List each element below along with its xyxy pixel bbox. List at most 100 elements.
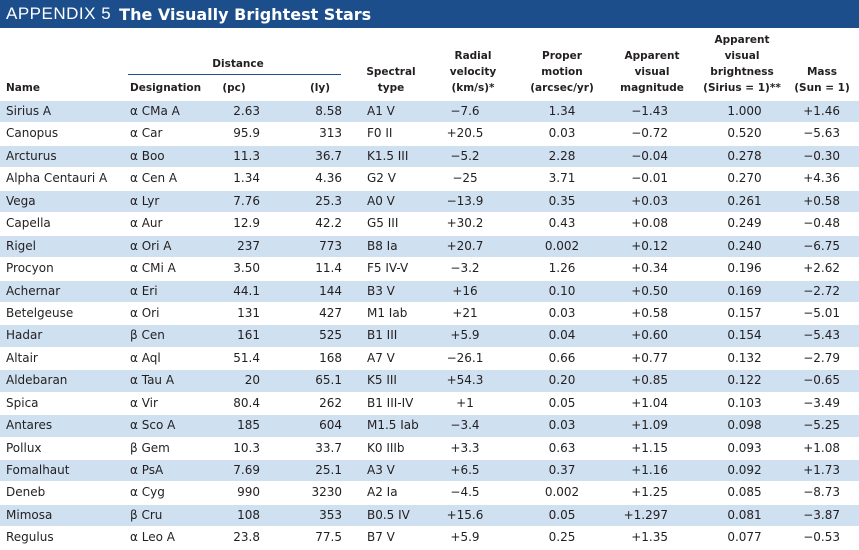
cell-designation: α Eri	[130, 283, 158, 298]
cell-distance-pc: 131	[237, 305, 260, 320]
cell-apparent-brightness: 0.240	[727, 238, 762, 253]
col-bright-l1: Apparent	[714, 34, 770, 46]
cell-star-name: Pollux	[6, 440, 42, 455]
cell-distance-pc: 20	[244, 373, 260, 388]
col-spectral-l1: Spectral	[366, 66, 416, 78]
cell-spectral-type: M1.5 Iab	[367, 418, 419, 433]
table-row: Pollux β Gem 10.3 33.7 K0 IIIb +3.3 0.63 +1.15 0…	[0, 438, 859, 460]
cell-mass: +4.36	[803, 171, 840, 186]
col-pm-l1: Proper	[542, 50, 582, 62]
cell-distance-ly: 525	[319, 328, 342, 343]
cell-mass: −5.63	[803, 126, 840, 141]
cell-proper-motion: 0.04	[548, 328, 576, 343]
table-body: Sirius A α CMa A 2.63 8.58 A1 V −7.6 1.34 −1.43…	[0, 101, 859, 550]
cell-radial-velocity: −7.6	[450, 104, 480, 118]
cell-radial-velocity: −25	[452, 171, 478, 186]
cell-radial-velocity: +21	[452, 305, 478, 320]
col-mass-l2: (Sun = 1)	[794, 82, 850, 94]
cell-distance-pc: 44.1	[233, 283, 260, 298]
cell-apparent-magnitude: +1.35	[631, 530, 668, 545]
col-spectral-l2: type	[377, 82, 405, 94]
cell-apparent-brightness: 0.196	[727, 261, 762, 276]
cell-mass: −5.01	[803, 305, 840, 320]
cell-radial-velocity: +15.6	[446, 507, 484, 522]
cell-designation: α Lyr	[130, 193, 160, 208]
cell-apparent-magnitude: +0.12	[631, 238, 668, 253]
cell-mass: −6.75	[803, 238, 840, 253]
cell-spectral-type: B3 V	[367, 283, 395, 298]
cell-spectral-type: B7 V	[367, 530, 395, 545]
cell-mass: −0.53	[803, 530, 840, 545]
cell-mass: +2.62	[803, 261, 840, 276]
cell-proper-motion: 1.26	[548, 261, 576, 276]
table-row: Capella α Aur 12.9 42.2 G5 III +30.2 0.43 +0.08…	[0, 213, 859, 236]
table-row: Achernar α Eri 44.1 144 B3 V +16 0.10 +0.50 0.16…	[0, 280, 859, 303]
cell-spectral-type: A1 V	[367, 104, 395, 118]
cell-apparent-brightness: 0.092	[727, 463, 762, 477]
cell-distance-pc: 12.9	[233, 216, 260, 231]
cell-distance-ly: 427	[319, 305, 342, 320]
cell-radial-velocity: +5.9	[450, 328, 480, 343]
cell-apparent-magnitude: +0.50	[631, 283, 668, 298]
cell-star-name: Regulus	[6, 530, 54, 545]
cell-distance-ly: 773	[319, 238, 342, 253]
cell-radial-velocity: −4.5	[450, 485, 480, 500]
cell-proper-motion: 0.03	[548, 305, 576, 320]
col-mag-l1: Apparent	[624, 50, 680, 62]
cell-mass: −2.79	[803, 350, 840, 365]
cell-proper-motion: 0.03	[548, 418, 576, 433]
cell-mass: −8.73	[803, 485, 840, 500]
cell-star-name: Betelgeuse	[6, 305, 74, 320]
cell-radial-velocity: +5.9	[450, 530, 480, 545]
cell-distance-pc: 7.69	[233, 463, 260, 477]
cell-designation: α PsA	[130, 463, 164, 477]
cell-apparent-brightness: 0.157	[727, 305, 762, 320]
col-rv-l1: Radial	[454, 50, 492, 62]
cell-spectral-type: A3 V	[367, 463, 395, 477]
cell-apparent-brightness: 0.081	[727, 507, 762, 522]
table-row: Sirius A α CMa A 2.63 8.58 A1 V −7.6 1.34 −1.43…	[0, 101, 859, 124]
cell-apparent-brightness: 0.077	[727, 530, 762, 545]
cell-distance-pc: 2.63	[233, 104, 260, 118]
table-row: Canopus α Car 95.9 313 F0 II +20.5 0.03 −0.72 0.…	[0, 123, 859, 146]
col-rv-l3: (km/s)*	[451, 82, 495, 94]
cell-apparent-magnitude: +0.85	[631, 373, 668, 388]
cell-radial-velocity: +3.3	[450, 440, 480, 455]
cell-distance-ly: 353	[319, 507, 342, 522]
cell-apparent-magnitude: −0.04	[631, 148, 668, 163]
cell-mass: +1.08	[803, 440, 840, 455]
cell-apparent-brightness: 1.000	[727, 104, 762, 118]
cell-apparent-magnitude: +1.15	[631, 440, 668, 455]
cell-apparent-magnitude: −1.43	[631, 104, 668, 118]
cell-star-name: Rigel	[6, 238, 37, 253]
table-row: Fomalhaut α PsA 7.69 25.1 A3 V +6.5 0.37 +1.16 0…	[0, 460, 859, 483]
cell-distance-ly: 25.1	[315, 463, 342, 477]
cell-designation: α Aur	[130, 216, 163, 231]
cell-star-name: Antares	[6, 418, 53, 433]
cell-apparent-brightness: 0.132	[727, 350, 762, 365]
table-row: Alpha Centauri A α Cen A 1.34 4.36 G2 V −25 3.…	[0, 168, 859, 191]
col-distance-group: Distance	[212, 58, 264, 70]
cell-star-name: Spica	[6, 395, 39, 410]
cell-distance-pc: 80.4	[233, 395, 260, 410]
cell-distance-pc: 990	[237, 485, 260, 500]
cell-spectral-type: A7 V	[367, 350, 395, 365]
col-mag-l3: magnitude	[620, 82, 684, 94]
table-row: Betelgeuse α Ori 131 427 M1 Iab +21 0.03 +0.58 0…	[0, 303, 859, 326]
cell-spectral-type: F5 IV-V	[367, 261, 409, 276]
cell-distance-ly: 65.1	[315, 373, 342, 388]
table-header: Name Designation Distance (pc) (ly) Spec…	[0, 28, 859, 102]
cell-radial-velocity: +1	[456, 395, 474, 410]
cell-distance-ly: 3230	[311, 485, 342, 500]
col-mass-l1: Mass	[806, 66, 838, 78]
cell-radial-velocity: +16	[452, 283, 478, 298]
cell-distance-pc: 3.50	[233, 261, 260, 276]
cell-designation: α Car	[130, 126, 163, 141]
cell-distance-pc: 237	[237, 238, 260, 253]
cell-apparent-magnitude: +0.77	[631, 350, 668, 365]
cell-designation: α Leo A	[130, 530, 175, 545]
table-row: Altair α Aql 51.4 168 A7 V −26.1 0.66 +0.77 0.13…	[0, 348, 859, 371]
cell-apparent-brightness: 0.249	[727, 216, 762, 231]
cell-spectral-type: A0 V	[367, 193, 395, 208]
cell-proper-motion: 0.66	[548, 350, 576, 365]
